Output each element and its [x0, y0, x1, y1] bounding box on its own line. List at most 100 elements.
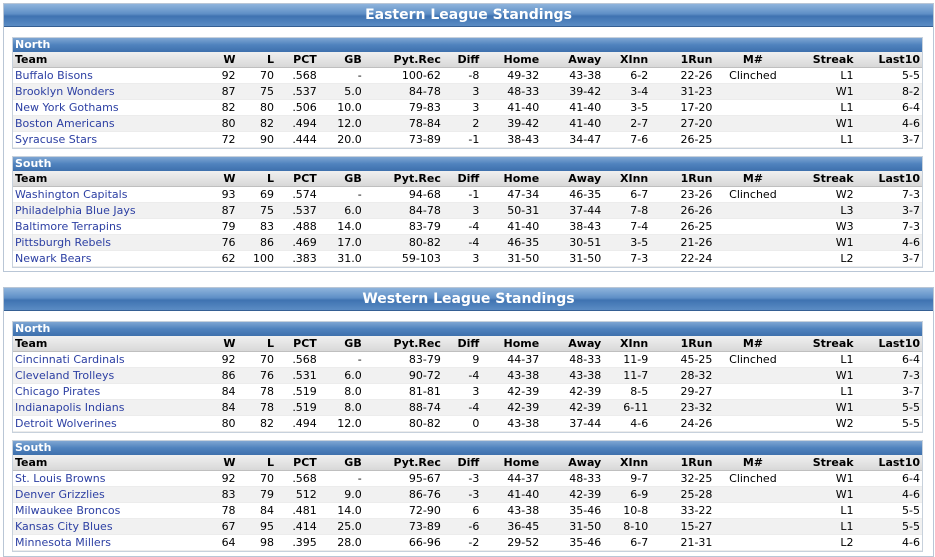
cell-team: Cincinnati Cardinals: [13, 351, 212, 368]
team-link[interactable]: St. Louis Browns: [15, 472, 106, 485]
column-header-gb[interactable]: GB: [318, 336, 364, 352]
cell-away: 42-39: [541, 399, 604, 416]
column-header-diff[interactable]: Diff: [442, 336, 482, 352]
column-header-home[interactable]: Home: [481, 52, 542, 68]
cell-wins: 72: [211, 131, 238, 148]
cell-streak: W1: [791, 234, 856, 251]
column-header-team[interactable]: Team: [13, 336, 212, 352]
column-header-home[interactable]: Home: [481, 455, 542, 471]
column-header-team[interactable]: Team: [13, 455, 212, 471]
cell-away: 37-44: [541, 415, 604, 432]
column-header-gb[interactable]: GB: [318, 455, 364, 471]
column-header-pct[interactable]: PCT: [276, 52, 319, 68]
cell-pyt-rec: 80-82: [363, 415, 443, 432]
column-header-pyt-rec[interactable]: Pyt.Rec: [363, 455, 443, 471]
column-header-away[interactable]: Away: [541, 336, 604, 352]
column-header-streak[interactable]: Streak: [791, 336, 856, 352]
team-link[interactable]: Milwaukee Broncos: [15, 504, 121, 517]
column-header-pct[interactable]: PCT: [276, 171, 319, 187]
column-header-team[interactable]: Team: [13, 52, 212, 68]
column-header-magic-number[interactable]: M#: [714, 336, 792, 352]
column-header-streak[interactable]: Streak: [791, 171, 856, 187]
column-header-losses[interactable]: L: [237, 171, 277, 187]
team-link[interactable]: Chicago Pirates: [15, 385, 101, 398]
column-header-wins[interactable]: W: [211, 52, 238, 68]
column-header-xinn[interactable]: XInn: [603, 171, 651, 187]
column-header-away[interactable]: Away: [541, 52, 604, 68]
team-link[interactable]: Washington Capitals: [15, 188, 128, 201]
column-header-away[interactable]: Away: [541, 171, 604, 187]
cell-pyt-rec: 83-79: [363, 351, 443, 368]
table-row: St. Louis Browns 92 70.568-95-67 -3 44-37 48-…: [13, 470, 922, 487]
cell-last10: 3-7: [855, 383, 922, 400]
column-header-last10[interactable]: Last10: [855, 336, 922, 352]
team-link[interactable]: Brooklyn Wonders: [15, 85, 115, 98]
column-header-home[interactable]: Home: [481, 171, 542, 187]
team-link[interactable]: Denver Grizzlies: [15, 488, 105, 501]
team-link[interactable]: Kansas City Blues: [15, 520, 113, 533]
column-header-streak[interactable]: Streak: [791, 52, 856, 68]
column-header-pct[interactable]: PCT: [276, 336, 319, 352]
column-header-last10[interactable]: Last10: [855, 455, 922, 471]
team-link[interactable]: Philadelphia Blue Jays: [15, 204, 136, 217]
column-header-wins[interactable]: W: [211, 171, 238, 187]
team-link[interactable]: Cincinnati Cardinals: [15, 353, 125, 366]
team-link[interactable]: Pittsburgh Rebels: [15, 236, 111, 249]
column-header-gb[interactable]: GB: [318, 52, 364, 68]
column-header-streak[interactable]: Streak: [791, 455, 856, 471]
column-header-pyt-rec[interactable]: Pyt.Rec: [363, 52, 443, 68]
column-header-diff[interactable]: Diff: [442, 52, 482, 68]
column-header-magic-number[interactable]: M#: [714, 52, 792, 68]
column-header-xinn[interactable]: XInn: [603, 455, 651, 471]
cell-xinn: 6-9: [603, 486, 651, 503]
column-header-last10[interactable]: Last10: [855, 52, 922, 68]
cell-wins: 80: [211, 415, 238, 432]
cell-xinn: 3-5: [603, 234, 651, 251]
column-header-pyt-rec[interactable]: Pyt.Rec: [363, 336, 443, 352]
column-header-wins[interactable]: W: [211, 455, 238, 471]
cell-losses: 84: [237, 502, 277, 519]
team-link[interactable]: Buffalo Bisons: [15, 69, 93, 82]
team-link[interactable]: Boston Americans: [15, 117, 115, 130]
column-header-one-run[interactable]: 1Run: [650, 455, 715, 471]
column-header-pyt-rec[interactable]: Pyt.Rec: [363, 171, 443, 187]
column-header-losses[interactable]: L: [237, 455, 277, 471]
team-link[interactable]: New York Gothams: [15, 101, 119, 114]
team-link[interactable]: Newark Bears: [15, 252, 92, 265]
column-header-diff[interactable]: Diff: [442, 171, 482, 187]
team-link[interactable]: Minnesota Millers: [15, 536, 111, 549]
team-link[interactable]: Syracuse Stars: [15, 133, 98, 146]
cell-pct: .519: [276, 383, 319, 400]
team-link[interactable]: Cleveland Trolleys: [15, 369, 115, 382]
team-link[interactable]: Indianapolis Indians: [15, 401, 125, 414]
cell-away: 46-35: [541, 186, 604, 203]
cell-pyt-rec: 79-83: [363, 99, 443, 116]
column-header-one-run[interactable]: 1Run: [650, 171, 715, 187]
column-header-xinn[interactable]: XInn: [603, 52, 651, 68]
column-header-last10[interactable]: Last10: [855, 171, 922, 187]
column-header-gb[interactable]: GB: [318, 171, 364, 187]
cell-streak: L1: [791, 383, 856, 400]
column-header-wins[interactable]: W: [211, 336, 238, 352]
column-header-magic-number[interactable]: M#: [714, 455, 792, 471]
column-header-losses[interactable]: L: [237, 52, 277, 68]
cell-magic-number: [714, 502, 792, 519]
cell-diff: -4: [442, 399, 482, 416]
column-header-one-run[interactable]: 1Run: [650, 52, 715, 68]
column-header-away[interactable]: Away: [541, 455, 604, 471]
cell-diff: -4: [442, 234, 482, 251]
column-header-team[interactable]: Team: [13, 171, 212, 187]
column-header-pct[interactable]: PCT: [276, 455, 319, 471]
column-header-one-run[interactable]: 1Run: [650, 336, 715, 352]
cell-last10: 4-6: [855, 486, 922, 503]
column-header-losses[interactable]: L: [237, 336, 277, 352]
cell-home: 44-37: [481, 351, 542, 368]
team-link[interactable]: Baltimore Terrapins: [15, 220, 122, 233]
column-header-magic-number[interactable]: M#: [714, 171, 792, 187]
column-header-home[interactable]: Home: [481, 336, 542, 352]
team-link[interactable]: Detroit Wolverines: [15, 417, 117, 430]
cell-gb: 8.0: [318, 399, 364, 416]
column-header-diff[interactable]: Diff: [442, 455, 482, 471]
cell-streak: L3: [791, 202, 856, 219]
column-header-xinn[interactable]: XInn: [603, 336, 651, 352]
